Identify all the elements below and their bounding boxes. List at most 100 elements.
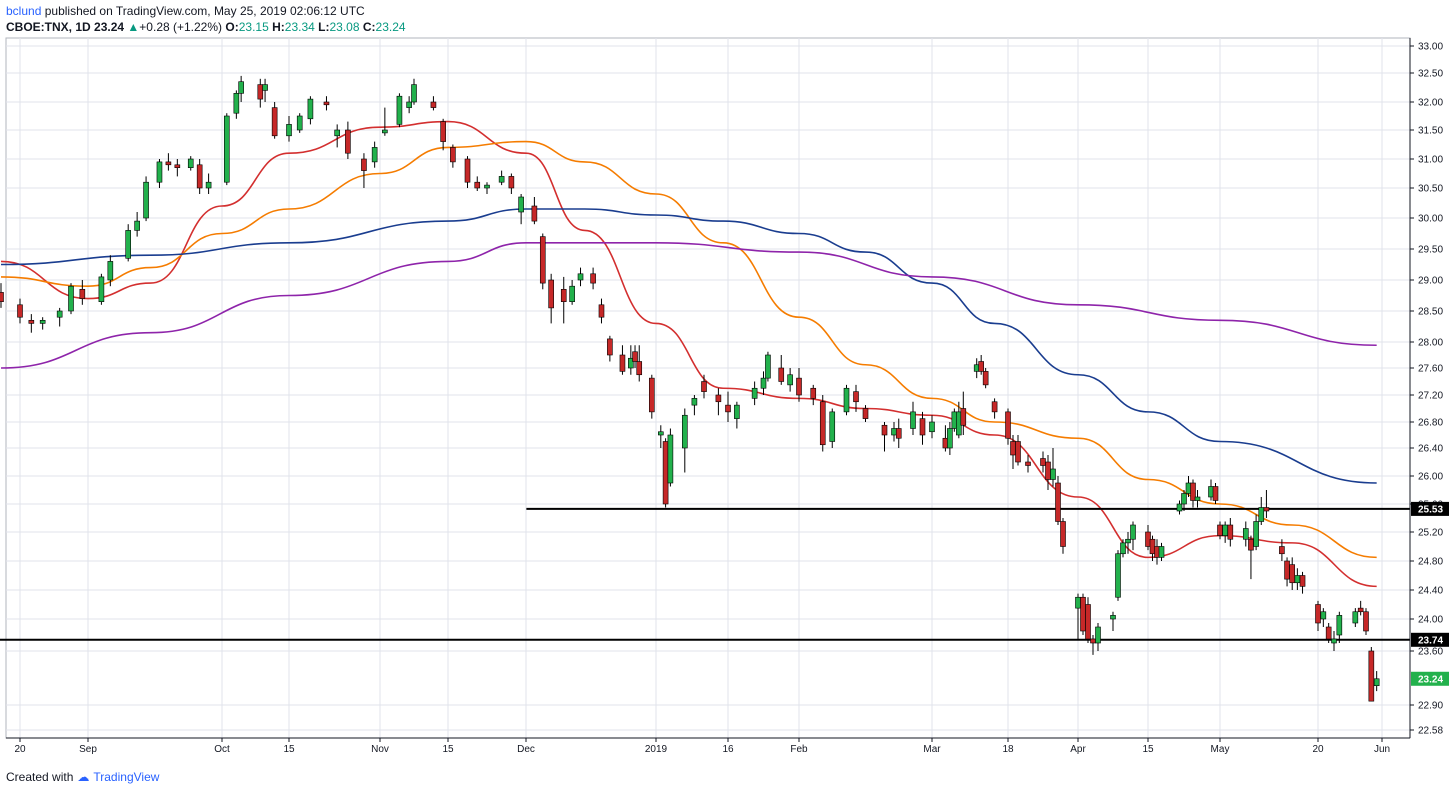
candle bbox=[548, 273, 554, 324]
candle-body bbox=[223, 115, 230, 183]
candle bbox=[1194, 490, 1201, 508]
candle bbox=[982, 368, 989, 389]
candle bbox=[1248, 535, 1254, 580]
candle bbox=[474, 176, 481, 191]
publish-info: published on TradingView.com, May 25, 20… bbox=[44, 4, 365, 18]
x-tick-label: 15 bbox=[283, 744, 295, 755]
candle bbox=[1253, 514, 1259, 551]
candle bbox=[1120, 539, 1126, 558]
candle-body bbox=[1158, 546, 1165, 558]
candle bbox=[156, 159, 163, 188]
candle-body bbox=[1357, 607, 1364, 613]
candle-body bbox=[636, 361, 643, 376]
x-tick-label: 20 bbox=[14, 744, 26, 755]
y-tick-label: 24.80 bbox=[1418, 557, 1443, 568]
candle bbox=[725, 391, 731, 422]
moving-averages bbox=[0, 120, 1377, 588]
candle bbox=[1352, 608, 1359, 627]
candle-body bbox=[947, 428, 953, 449]
candle bbox=[134, 212, 140, 237]
x-tick-label: Jun bbox=[1374, 744, 1390, 755]
candle bbox=[929, 415, 935, 439]
y-tick-label: 28.00 bbox=[1418, 338, 1443, 349]
candle-body bbox=[68, 285, 74, 312]
candle bbox=[174, 159, 181, 177]
author-link[interactable]: bclund bbox=[6, 4, 42, 18]
candle bbox=[68, 283, 74, 315]
candle bbox=[1368, 647, 1375, 702]
horizontal-levels bbox=[0, 507, 1410, 641]
candle bbox=[345, 121, 351, 159]
candle bbox=[1010, 435, 1016, 469]
candle bbox=[56, 307, 63, 327]
candle-body bbox=[725, 404, 731, 413]
x-tick-label: Dec bbox=[517, 744, 535, 755]
open-value: 23.15 bbox=[238, 20, 269, 34]
candle-body bbox=[1115, 553, 1121, 598]
candle bbox=[1055, 476, 1061, 525]
candle bbox=[238, 75, 244, 102]
candle bbox=[262, 78, 268, 102]
candle bbox=[590, 267, 596, 290]
candle-body bbox=[1045, 461, 1051, 480]
candle bbox=[1181, 490, 1187, 511]
candle bbox=[1212, 483, 1219, 504]
candle-body bbox=[79, 288, 86, 299]
candle-body bbox=[498, 176, 505, 183]
candle-body bbox=[1248, 538, 1254, 551]
candle-body bbox=[508, 176, 515, 189]
candle bbox=[323, 96, 330, 111]
candle-body bbox=[1055, 482, 1061, 522]
candle bbox=[751, 381, 758, 406]
candle bbox=[560, 276, 567, 324]
candle-body bbox=[991, 401, 998, 413]
candle-body bbox=[440, 121, 446, 142]
candle-body bbox=[787, 374, 793, 386]
candle-body bbox=[1217, 524, 1223, 536]
candle-body bbox=[982, 371, 989, 386]
candle bbox=[430, 96, 437, 111]
candle bbox=[691, 395, 698, 416]
x-tick-label: 15 bbox=[1142, 744, 1154, 755]
candle-body bbox=[1050, 468, 1056, 480]
price-change: +0.28 (+1.22%) bbox=[139, 20, 223, 34]
candle-body bbox=[1005, 411, 1011, 439]
candle bbox=[919, 411, 926, 445]
candle-body bbox=[843, 387, 850, 413]
x-tick-label: Sep bbox=[79, 744, 97, 755]
y-tick-label: 29.00 bbox=[1418, 276, 1443, 287]
candle-body bbox=[1095, 626, 1101, 644]
y-tick-label: 33.00 bbox=[1418, 42, 1443, 53]
candle-body bbox=[910, 411, 916, 429]
candle-body bbox=[1040, 458, 1046, 466]
candle-body bbox=[271, 107, 278, 137]
candle bbox=[411, 78, 417, 105]
candle bbox=[39, 317, 46, 330]
candle-body bbox=[628, 357, 634, 369]
high-label: H: bbox=[272, 20, 285, 34]
created-with: Created with bbox=[6, 770, 74, 784]
candle-body bbox=[919, 418, 926, 436]
candle bbox=[0, 283, 4, 308]
tradingview-link[interactable]: TradingView bbox=[93, 770, 160, 784]
time-axis: 20 Sep Oct 15 Nov 15 Dec 2019 16 Feb Mar 18 Apr 15 May… bbox=[6, 737, 1410, 755]
candle-body bbox=[853, 391, 859, 403]
candle-body bbox=[667, 434, 674, 484]
candle bbox=[396, 93, 403, 128]
candle-body bbox=[1060, 521, 1066, 547]
candle bbox=[649, 374, 655, 419]
candle bbox=[125, 224, 131, 262]
candle bbox=[17, 298, 23, 324]
candle bbox=[760, 371, 767, 395]
tradingview-logo-icon[interactable]: ☁ bbox=[77, 770, 90, 784]
candle bbox=[1050, 448, 1056, 487]
candle-body bbox=[1181, 493, 1187, 505]
candle bbox=[598, 298, 605, 324]
candle-body bbox=[796, 377, 802, 396]
symbol-label: CBOE:TNX, 1D bbox=[6, 20, 91, 34]
candle bbox=[382, 107, 388, 136]
x-tick-label: 20 bbox=[1312, 744, 1324, 755]
x-tick-label: Feb bbox=[790, 744, 808, 755]
candle-body bbox=[107, 261, 114, 281]
